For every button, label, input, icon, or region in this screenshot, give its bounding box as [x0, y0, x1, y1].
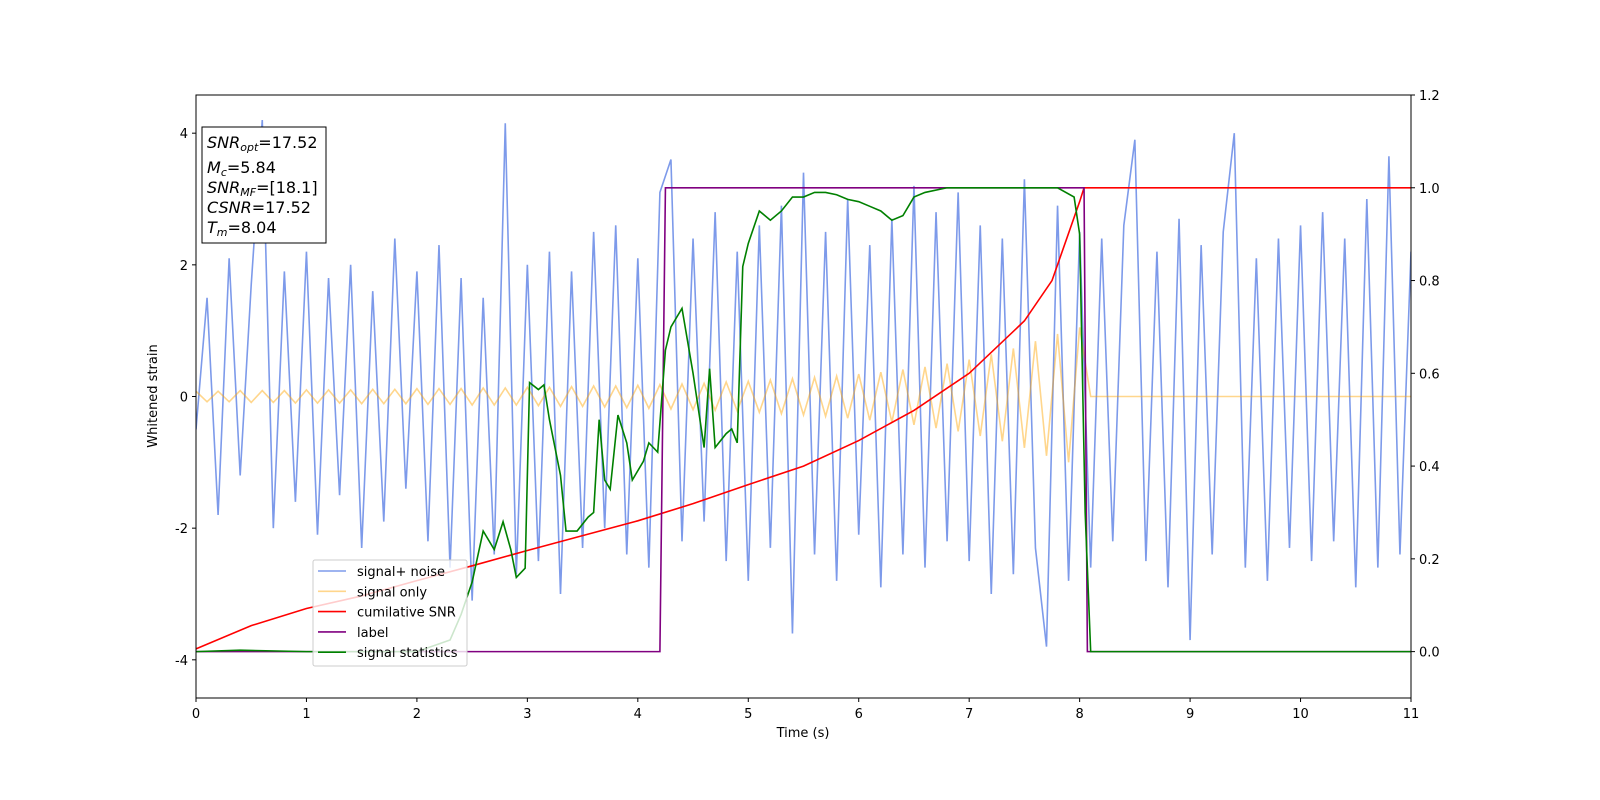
y-axis-label: Whitened strain: [146, 344, 161, 447]
y2-tick-label: 0.8: [1419, 275, 1440, 290]
annotation-rest: =5.84: [227, 158, 276, 177]
y2-tick-label: 1.2: [1419, 89, 1440, 104]
series-line: [196, 327, 1411, 463]
x-tick-label: 11: [1403, 707, 1420, 722]
x-tick-label: 6: [855, 707, 863, 722]
x-tick-label: 9: [1186, 707, 1194, 722]
series-line: [196, 186, 1411, 653]
annotation-sub: m: [217, 226, 228, 239]
annotation-line: CSNR=17.52: [207, 198, 311, 217]
y-tick-label: -4: [175, 654, 188, 669]
x-tick-label: 2: [413, 707, 421, 722]
legend-label: signal+ noise: [357, 565, 445, 580]
annotation-main: SNR: [207, 178, 240, 197]
y2-tick-label: 0.6: [1419, 367, 1440, 382]
y2-tick-label: 0.0: [1419, 646, 1440, 661]
annotation-line: SNRopt=17.52: [207, 133, 318, 154]
y-tick-label: -2: [175, 522, 188, 537]
x-tick-label: 1: [302, 707, 310, 722]
annotation-rest: =17.52: [258, 133, 317, 152]
annotation-rest: =[18.1]: [256, 178, 318, 197]
annotation-sub: opt: [240, 141, 259, 154]
x-axis-label: Time (s): [776, 726, 830, 741]
y-tick-label: 4: [180, 127, 188, 142]
x-tick-label: 5: [744, 707, 752, 722]
legend-box: [312, 559, 468, 667]
annotation-box: [201, 126, 327, 244]
x-tick-label: 8: [1075, 707, 1083, 722]
x-tick-label: 10: [1292, 707, 1309, 722]
y2-tick-label: 1.0: [1419, 182, 1440, 197]
y-tick-label: 0: [180, 391, 188, 406]
x-tick-label: 0: [192, 707, 200, 722]
annotation-rest: =8.04: [228, 218, 277, 237]
annotation-line: Mc=5.84: [207, 158, 276, 179]
x-tick-label: 7: [965, 707, 973, 722]
series-line: [196, 119, 1411, 647]
annotation-main: M: [207, 158, 221, 177]
annotation-rest: =17.52: [252, 198, 311, 217]
x-tick-label: 3: [523, 707, 531, 722]
annotation-main: SNR: [207, 133, 240, 152]
annotation-line: Tm=8.04: [207, 218, 277, 239]
annotation-line: SNRMF=[18.1]: [207, 178, 318, 199]
annotation-main: CSNR: [207, 198, 252, 217]
annotation-main: T: [207, 218, 218, 237]
x-tick-label: 4: [634, 707, 642, 722]
y-tick-label: 2: [180, 259, 188, 274]
annotation-sub: c: [221, 166, 227, 179]
legend-label: cumilative SNR: [357, 606, 456, 621]
legend-label: signal only: [357, 585, 427, 600]
legend-label: label: [357, 626, 388, 641]
annotation-sub: MF: [240, 186, 256, 199]
y2-tick-label: 0.4: [1419, 460, 1440, 475]
legend-label: signal statistics: [357, 646, 458, 661]
y2-tick-label: 0.2: [1419, 553, 1440, 568]
